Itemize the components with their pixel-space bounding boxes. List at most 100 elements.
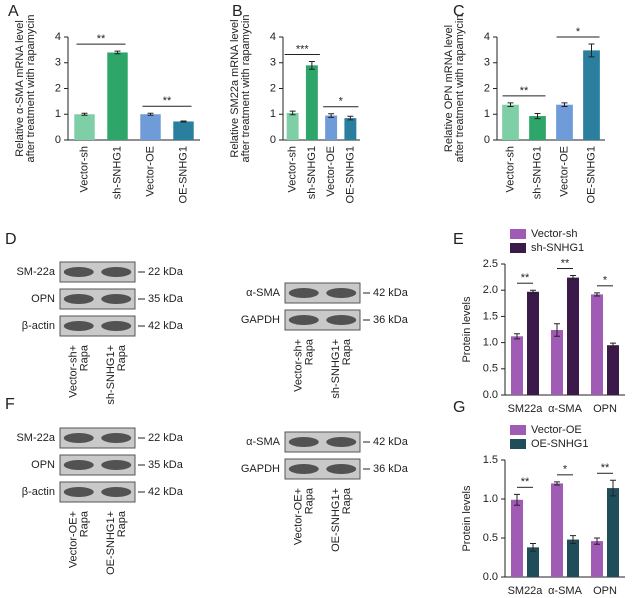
bar <box>583 50 600 140</box>
bar <box>527 291 539 395</box>
x-tick-label: OE-SNHG1 <box>344 146 356 203</box>
kda-label: 22 kDa <box>148 266 184 278</box>
x-tick-label: sh-SNHG1 <box>306 146 318 199</box>
y-tick-label: 1.5 <box>483 310 498 322</box>
bar <box>527 547 539 577</box>
lane-label: Rapa <box>304 338 316 365</box>
significance-label: ** <box>601 462 610 474</box>
y-tick-label: 0.0 <box>483 571 498 583</box>
kda-label: 35 kDa <box>148 459 184 471</box>
kda-label: 42 kDa <box>373 436 409 448</box>
bar <box>502 104 519 140</box>
y-tick-label: 1 <box>270 108 276 120</box>
x-tick-label: sh-SNHG1 <box>531 146 543 199</box>
kda-label: 36 kDa <box>373 314 409 326</box>
blot-band <box>101 460 132 470</box>
error-bar <box>347 115 354 121</box>
error-bar <box>289 110 296 116</box>
legend-label: Vector-sh <box>531 228 577 240</box>
lane-label: sh-SNHG1+ <box>330 339 342 399</box>
row-label: β-actin <box>22 320 55 332</box>
bar <box>567 277 579 395</box>
error-bar <box>570 535 576 544</box>
lane-label: OE-SNHG1+ <box>105 511 117 575</box>
legend-label: sh-SNHG1 <box>531 242 584 254</box>
y-tick-label: 4 <box>55 31 61 43</box>
panel-label: A <box>8 3 19 20</box>
error-bar <box>328 113 335 118</box>
y-axis-label: Protein levels <box>461 485 473 552</box>
x-tick-label: OPN <box>593 403 617 415</box>
y-tick-label: 0.5 <box>483 363 498 375</box>
row-label: β-actin <box>22 486 55 498</box>
blot-band <box>63 321 94 331</box>
y-tick-label: 1 <box>484 108 490 120</box>
row-label: SM-22a <box>16 432 55 444</box>
lane-label: Rapa <box>116 344 128 371</box>
error-bar <box>530 542 536 552</box>
y-tick-label: 0.5 <box>483 532 498 544</box>
legend-label: Vector-OE <box>531 424 582 436</box>
kda-label: 22 kDa <box>148 432 184 444</box>
row-label: GAPDH <box>241 314 280 326</box>
bar <box>591 541 603 577</box>
lane-label: Vector-OE+ <box>293 488 305 545</box>
legend-swatch <box>510 243 526 253</box>
bar <box>567 539 579 577</box>
error-bar <box>570 275 576 281</box>
lane-label: Vector-sh+ <box>293 339 305 392</box>
y-axis-label: Relative SM22a mRNA level <box>229 19 241 157</box>
panel-label: G <box>453 399 465 416</box>
x-tick-label: OE-SNHG1 <box>585 146 597 203</box>
panel-label: E <box>453 231 464 248</box>
error-bar <box>594 537 600 545</box>
significance-label: * <box>563 464 568 476</box>
blot-band <box>101 321 132 331</box>
error-bar <box>610 479 616 497</box>
error-bar <box>554 481 560 486</box>
y-tick-label: 0 <box>55 134 61 146</box>
blot-band <box>326 315 357 325</box>
y-tick-label: 1 <box>55 108 61 120</box>
error-bar <box>81 112 88 116</box>
lane-label: Rapa <box>341 338 353 365</box>
bar <box>173 121 194 140</box>
bar <box>556 104 573 140</box>
y-tick-label: 2.5 <box>483 258 498 270</box>
error-bar <box>534 112 541 120</box>
legend-swatch <box>510 439 526 449</box>
y-axis-label: after treatment with rapamycin <box>240 15 252 163</box>
bar <box>107 52 128 141</box>
bar <box>305 65 318 140</box>
error-bar <box>588 43 595 58</box>
kda-label: 42 kDa <box>148 486 184 498</box>
x-tick-label: SM22a <box>508 585 544 597</box>
error-bar <box>561 102 568 108</box>
lane-label: Rapa <box>79 510 91 537</box>
error-bar <box>530 289 536 294</box>
x-tick-label: SM22a <box>508 403 544 415</box>
lane-label: OE-SNHG1+ <box>330 488 342 552</box>
bar <box>325 115 338 140</box>
y-tick-label: 0.0 <box>483 389 498 401</box>
blot-band <box>63 267 94 277</box>
row-label: OPN <box>31 293 55 305</box>
error-bar <box>554 323 560 337</box>
bar <box>551 330 563 395</box>
blot-band <box>326 437 357 447</box>
blot-band <box>288 437 319 447</box>
blot-band <box>101 433 132 443</box>
bar <box>286 112 299 140</box>
x-tick-label: Vector-OE <box>144 146 156 197</box>
blot-band <box>326 464 357 474</box>
blot-band <box>63 433 94 443</box>
y-axis-label: Protein levels <box>461 296 473 363</box>
y-tick-label: 2.0 <box>483 284 498 296</box>
x-tick-label: Vector-sh <box>78 146 90 192</box>
x-tick-label: OE-SNHG1 <box>177 146 189 203</box>
bar <box>511 336 523 395</box>
y-axis-label: after treatment with rapamycin <box>454 15 466 163</box>
y-tick-label: 4 <box>484 31 490 43</box>
x-tick-label: Vector-OE <box>325 146 337 197</box>
blot-band <box>288 288 319 298</box>
